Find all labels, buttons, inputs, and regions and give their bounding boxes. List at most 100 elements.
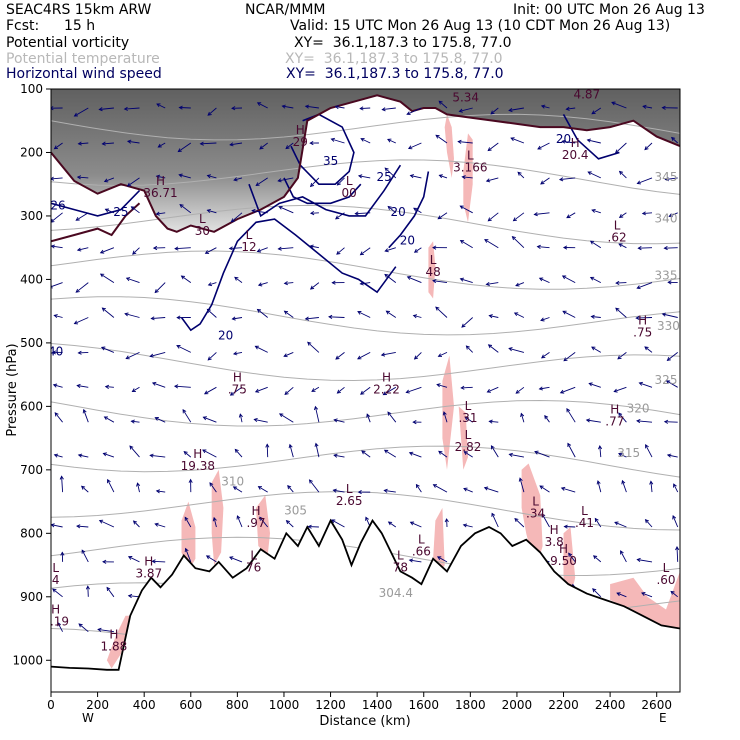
wind-vector-head bbox=[563, 357, 568, 362]
wind-vector-head bbox=[230, 218, 235, 223]
wind-vector-head bbox=[75, 288, 80, 293]
wind-vector bbox=[283, 351, 294, 357]
wind-vector-head bbox=[259, 516, 264, 521]
wind-vector bbox=[87, 586, 89, 597]
wind-vector-head bbox=[618, 213, 624, 218]
wind-vector-head bbox=[304, 104, 310, 109]
wind-vector-head bbox=[184, 547, 189, 553]
wind-vector-head bbox=[661, 105, 666, 110]
wind-vector bbox=[432, 280, 448, 284]
wind-vector-head bbox=[228, 246, 233, 251]
wind-vector-head bbox=[81, 549, 86, 554]
wind-vector bbox=[491, 513, 499, 528]
wind-vector bbox=[387, 138, 396, 144]
wind-vector bbox=[257, 247, 268, 252]
wind-vector-head bbox=[229, 556, 234, 561]
wind-vector-head bbox=[332, 488, 337, 493]
wind-vector-head bbox=[642, 104, 647, 109]
wind-vector-head bbox=[360, 390, 365, 395]
wind-vector-head bbox=[51, 350, 57, 355]
wind-vector bbox=[151, 317, 166, 320]
wind-vector bbox=[388, 521, 397, 528]
west-end-label: W bbox=[82, 711, 94, 725]
wind-vector bbox=[78, 351, 89, 354]
wind-vector bbox=[259, 516, 269, 528]
wind-vector bbox=[466, 345, 474, 353]
extremum-letter: L bbox=[52, 561, 59, 575]
wind-vector-head bbox=[461, 175, 466, 180]
wind-vector bbox=[286, 520, 294, 528]
wind-vector bbox=[643, 105, 653, 109]
wind-vector-head bbox=[586, 138, 591, 143]
wind-vector-head bbox=[126, 139, 132, 144]
wind-vector bbox=[102, 142, 114, 145]
wind-vector bbox=[539, 485, 550, 493]
pv-contour bbox=[51, 202, 141, 243]
wind-vector bbox=[664, 247, 678, 249]
wind-vector bbox=[515, 282, 525, 287]
wind-vector-head bbox=[99, 249, 105, 254]
wind-vector-head bbox=[85, 585, 90, 590]
wind-vector-head bbox=[444, 518, 449, 523]
wind-vector-head bbox=[307, 341, 312, 346]
wind-vector-head bbox=[673, 483, 677, 488]
wind-vector-head bbox=[103, 416, 108, 421]
wind-vector-head bbox=[636, 418, 641, 424]
extremum-letter: L bbox=[532, 494, 539, 508]
wind-speed-contour bbox=[388, 171, 430, 249]
wind-vector-head bbox=[360, 137, 365, 142]
wind-speed-contour bbox=[180, 218, 397, 332]
wind-vector-head bbox=[209, 482, 214, 487]
extremum-value: 36.71 bbox=[143, 186, 177, 200]
wind-vector-head bbox=[277, 178, 282, 183]
wind-vector-head bbox=[76, 383, 81, 388]
wind-vector bbox=[236, 515, 243, 528]
wind-vector-head bbox=[508, 347, 513, 352]
wind-vector bbox=[645, 444, 653, 458]
wind-vector bbox=[152, 382, 166, 388]
pv-shaded-region bbox=[211, 469, 224, 566]
wind-vector-head bbox=[568, 552, 573, 557]
wind-vector bbox=[409, 452, 422, 458]
extremum-value: 5.34 bbox=[452, 91, 479, 105]
wind-vector bbox=[541, 352, 550, 359]
wind-vector bbox=[562, 310, 576, 318]
wind-vector bbox=[103, 452, 115, 458]
wind-vector bbox=[358, 175, 371, 179]
wind-vector-head bbox=[156, 103, 161, 108]
wind-vector bbox=[132, 247, 140, 255]
wind-vector bbox=[592, 588, 602, 598]
x-tick-label: 600 bbox=[179, 698, 202, 712]
wind-vector bbox=[636, 420, 653, 423]
wind-vector bbox=[334, 454, 345, 458]
extremum-letter: H bbox=[144, 555, 153, 569]
wind-vector-head bbox=[636, 285, 641, 290]
field-xy-wind: XY= 36.1,187.3 to 175.8, 77.0 bbox=[286, 66, 504, 82]
wind-vector bbox=[591, 107, 602, 115]
wind-vector-head bbox=[636, 557, 641, 562]
wind-vector bbox=[54, 454, 63, 458]
wind-vector bbox=[75, 282, 89, 293]
wind-vector-head bbox=[387, 411, 392, 416]
wind-vector-head bbox=[285, 520, 291, 525]
wind-vector-head bbox=[592, 588, 597, 593]
wind-vector-head bbox=[488, 419, 493, 424]
field-name-pv: Potential vorticity bbox=[6, 35, 130, 51]
wind-vector-head bbox=[644, 346, 649, 351]
wind-vector bbox=[182, 409, 192, 423]
wind-vector-head bbox=[437, 215, 442, 220]
wind-vector-head bbox=[407, 145, 413, 150]
wind-vector-head bbox=[336, 181, 341, 186]
wind-vector bbox=[416, 484, 422, 493]
wind-vector-field bbox=[51, 100, 680, 634]
wind-vector-head bbox=[155, 211, 160, 216]
init-time: Init: 00 UTC Mon 26 Aug 13 bbox=[513, 2, 705, 18]
wind-vector bbox=[410, 175, 422, 179]
wind-vector bbox=[673, 483, 679, 493]
extremum-letter: L bbox=[250, 548, 257, 562]
wind-vector bbox=[232, 317, 243, 320]
wind-vector-head bbox=[232, 486, 238, 491]
wind-vector-head bbox=[309, 285, 315, 290]
wind-vector-head bbox=[413, 248, 419, 253]
wind-vector bbox=[314, 406, 320, 423]
